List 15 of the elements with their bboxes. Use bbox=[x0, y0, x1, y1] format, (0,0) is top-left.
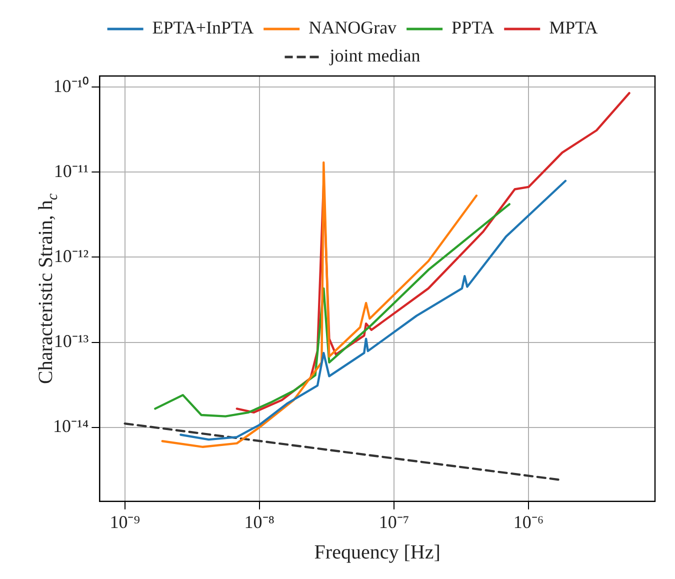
x-tick-label: 10⁻⁶ bbox=[513, 512, 544, 532]
legend-label: NANOGrav bbox=[308, 18, 397, 38]
legend-label: joint median bbox=[328, 46, 420, 66]
x-axis-title: Frequency [Hz] bbox=[314, 541, 440, 564]
y-tick-label: 10⁻¹² bbox=[54, 246, 89, 266]
x-tick-label: 10⁻⁸ bbox=[244, 512, 275, 532]
x-tick-label: 10⁻⁹ bbox=[110, 512, 140, 532]
y-tick-label: 10⁻¹¹ bbox=[54, 160, 89, 181]
legend-label: EPTA+InPTA bbox=[152, 18, 254, 38]
y-tick-label: 10⁻¹³ bbox=[54, 331, 90, 352]
y-tick-label: 10⁻¹⁰ bbox=[53, 76, 89, 96]
legend-label: MPTA bbox=[549, 18, 598, 38]
legend-label: PPTA bbox=[452, 18, 494, 38]
y-tick-label: 10⁻¹⁴ bbox=[53, 416, 89, 436]
x-tick-label: 10⁻⁷ bbox=[378, 512, 410, 532]
